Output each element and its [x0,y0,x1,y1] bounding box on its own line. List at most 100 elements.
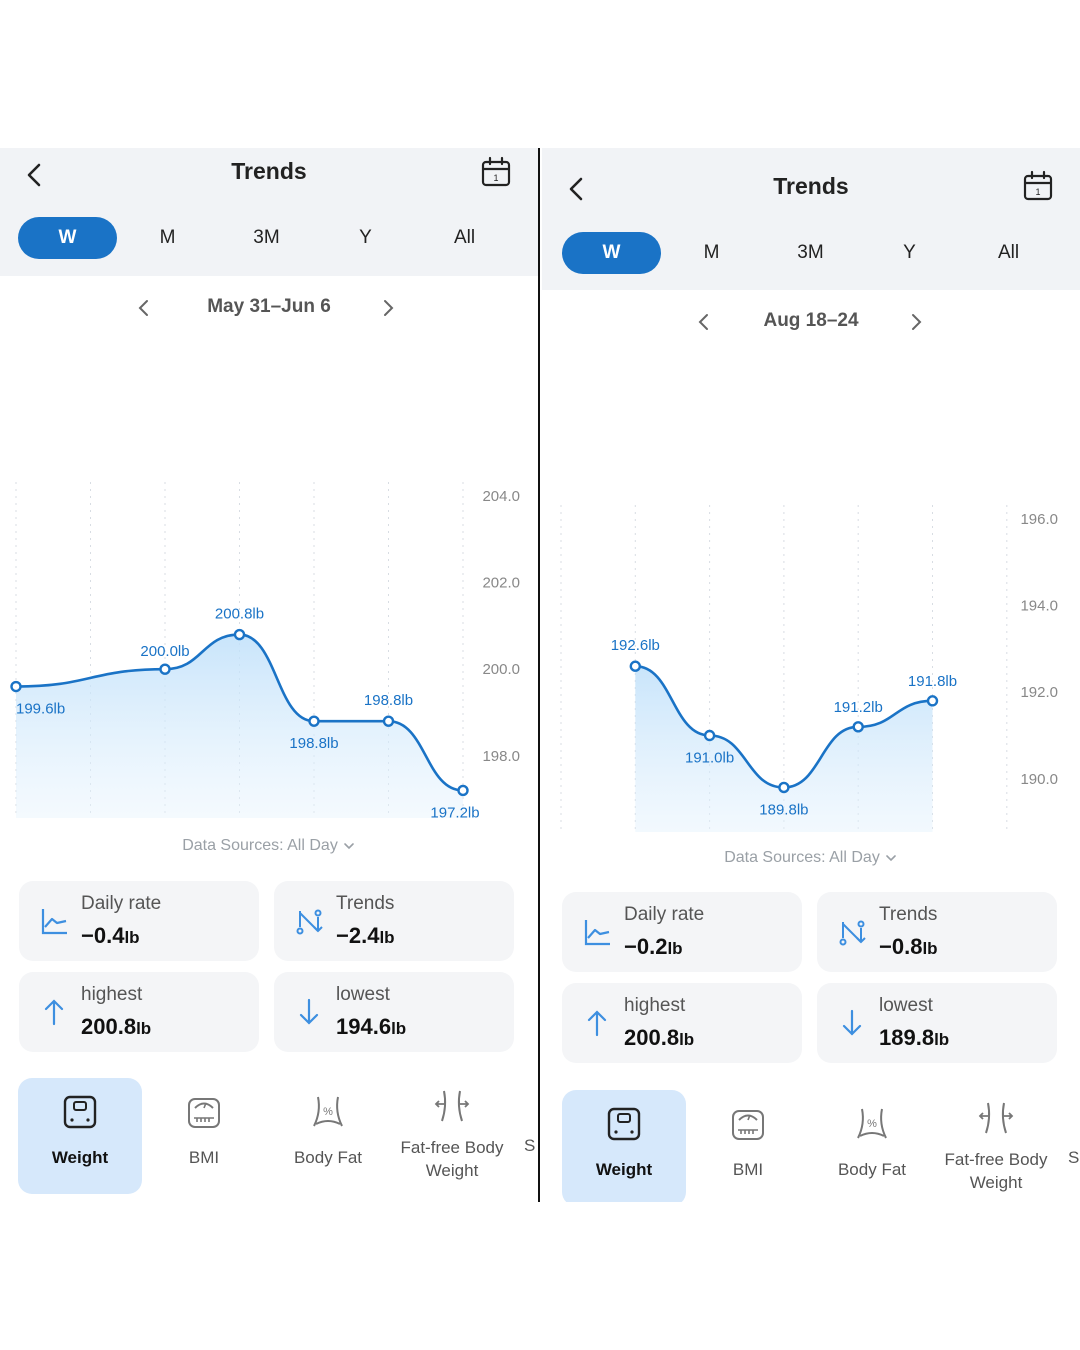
tab-label: Weight [595,1160,653,1179]
card-value: 194.6lb [336,1014,406,1040]
card-value: −0.2lb [624,934,683,960]
arrow-up-icon [44,999,64,1026]
bmi-scale-icon [732,1110,764,1140]
value-number: −2.4 [336,923,380,948]
period-selector: W M 3M Y All [562,232,1058,274]
card-label: lowest [879,995,933,1016]
tab-fat-free-body-weight[interactable]: Fat-free Body Weight [934,1090,1058,1202]
value-number: 194.6 [336,1014,392,1039]
series-line [15,633,464,792]
chevron-left-icon[interactable] [132,296,156,320]
data-sources-label: Data Sources: All Day [182,837,338,854]
metric-tab-bar: Weight BMI % Body Fat Fat-free Body Weig… [562,1090,1080,1202]
period-all[interactable]: All [453,227,476,248]
calendar-icon[interactable]: 1 [1022,170,1054,202]
metric-tab-bar: Weight BMI % Body Fat Fat-free Body Weig… [18,1078,538,1194]
chevron-left-icon[interactable] [562,174,592,204]
tab-body-fat[interactable]: % Body Fat [810,1090,934,1202]
svg-text:1: 1 [1035,187,1040,197]
tab-label: BMI [732,1160,764,1179]
value-unit: lb [391,1019,407,1038]
chevron-right-icon[interactable] [376,296,400,320]
y-tick-label: 192.0 [1020,684,1058,701]
period-m[interactable]: M [159,227,176,248]
period-all[interactable]: All [997,242,1020,263]
date-navigator: May 31–Jun 6 [0,296,538,326]
trend-icon [839,920,866,946]
data-point [629,660,642,672]
card-label: lowest [336,984,390,1005]
period-w[interactable]: W [562,232,661,274]
date-navigator: Aug 18–24 [542,310,1080,340]
value-number: 200.8 [81,1014,137,1039]
value-number: −0.8 [879,934,923,959]
chevron-left-icon[interactable] [20,160,50,190]
card-label: highest [81,984,143,1005]
series-area [16,634,463,818]
data-point [10,680,22,693]
y-tick-label: 202.0 [482,575,520,592]
period-w[interactable]: W [18,217,117,259]
svg-text:%: % [867,1118,877,1130]
data-label: 191.8lb [908,673,957,690]
line-chart-icon [584,920,610,946]
trend-icon [296,909,323,935]
period-3m[interactable]: 3M [253,227,280,248]
svg-text:%: % [323,1106,333,1118]
period-y[interactable]: Y [359,227,372,248]
tab-label: Fat-free Body Weight [944,1150,1048,1192]
value-number: 189.8 [879,1025,935,1050]
card-value: −0.8lb [879,934,938,960]
data-point [703,729,716,742]
value-unit: lb [934,1030,950,1049]
tab-weight[interactable]: Weight [18,1078,142,1194]
data-sources[interactable]: Data Sources: All Day [0,837,538,855]
data-label: 198.8lb [364,692,413,709]
card-label: highest [624,995,686,1016]
arrow-down-icon [842,1009,862,1036]
period-m[interactable]: M [703,242,720,263]
period-y[interactable]: Y [903,242,916,263]
fat-free-body-icon [978,1102,1014,1134]
value-number: −0.4 [81,923,125,948]
chevron-down-icon [344,842,354,849]
data-point [233,628,246,641]
daily-rate-card: Daily rate −0.4lb [19,881,259,961]
trends-screen-left: Trends 1 W M 3M Y All May 31–Jun 6 204.0… [0,148,538,1202]
trends-card: Trends −2.4lb [274,881,514,961]
calendar-icon[interactable]: 1 [480,156,512,188]
data-label: 199.6lb [16,701,65,718]
trends-card: Trends −0.8lb [817,892,1057,972]
lowest-card: lowest 194.6lb [274,972,514,1052]
chevron-right-icon[interactable] [904,310,928,334]
date-range-label: Aug 18–24 [763,310,859,331]
tab-label: Body Fat [293,1148,363,1167]
trends-screen-right: Trends 1 W M 3M Y All Aug 18–24 196.0 194… [542,148,1080,1202]
value-unit: lb [124,928,140,947]
card-label: Daily rate [624,904,705,925]
data-point [308,715,320,727]
daily-rate-card: Daily rate −0.2lb [562,892,802,972]
data-label: 192.6lb [611,637,660,654]
date-range-label: May 31–Jun 6 [207,296,331,317]
tab-bmi[interactable]: BMI [142,1078,266,1194]
data-label: 189.8lb [759,801,808,818]
y-tick-label: 194.0 [1020,598,1058,615]
tab-label: Fat-free Body Weight [400,1138,504,1180]
period-3m[interactable]: 3M [797,242,824,263]
body-fat-icon: % [313,1096,343,1127]
value-unit: lb [136,1019,152,1038]
weight-chart: 196.0194.0192.0190.0188.0SunMonTueWedThu… [560,505,1058,832]
scale-icon [63,1095,97,1129]
data-sources[interactable]: Data Sources: All Day [542,849,1080,867]
chevron-left-icon[interactable] [692,310,716,334]
data-point [778,781,790,794]
tab-bmi[interactable]: BMI [686,1090,810,1202]
tab-body-fat[interactable]: % Body Fat [266,1078,390,1194]
panel-divider [537,148,540,1202]
data-label: 197.2lb [430,804,479,818]
tab-weight[interactable]: Weight [562,1090,686,1202]
tab-fat-free-body-weight[interactable]: Fat-free Body Weight [390,1078,514,1194]
tab-label: Weight [51,1148,109,1167]
y-tick-label: 200.0 [482,661,520,678]
